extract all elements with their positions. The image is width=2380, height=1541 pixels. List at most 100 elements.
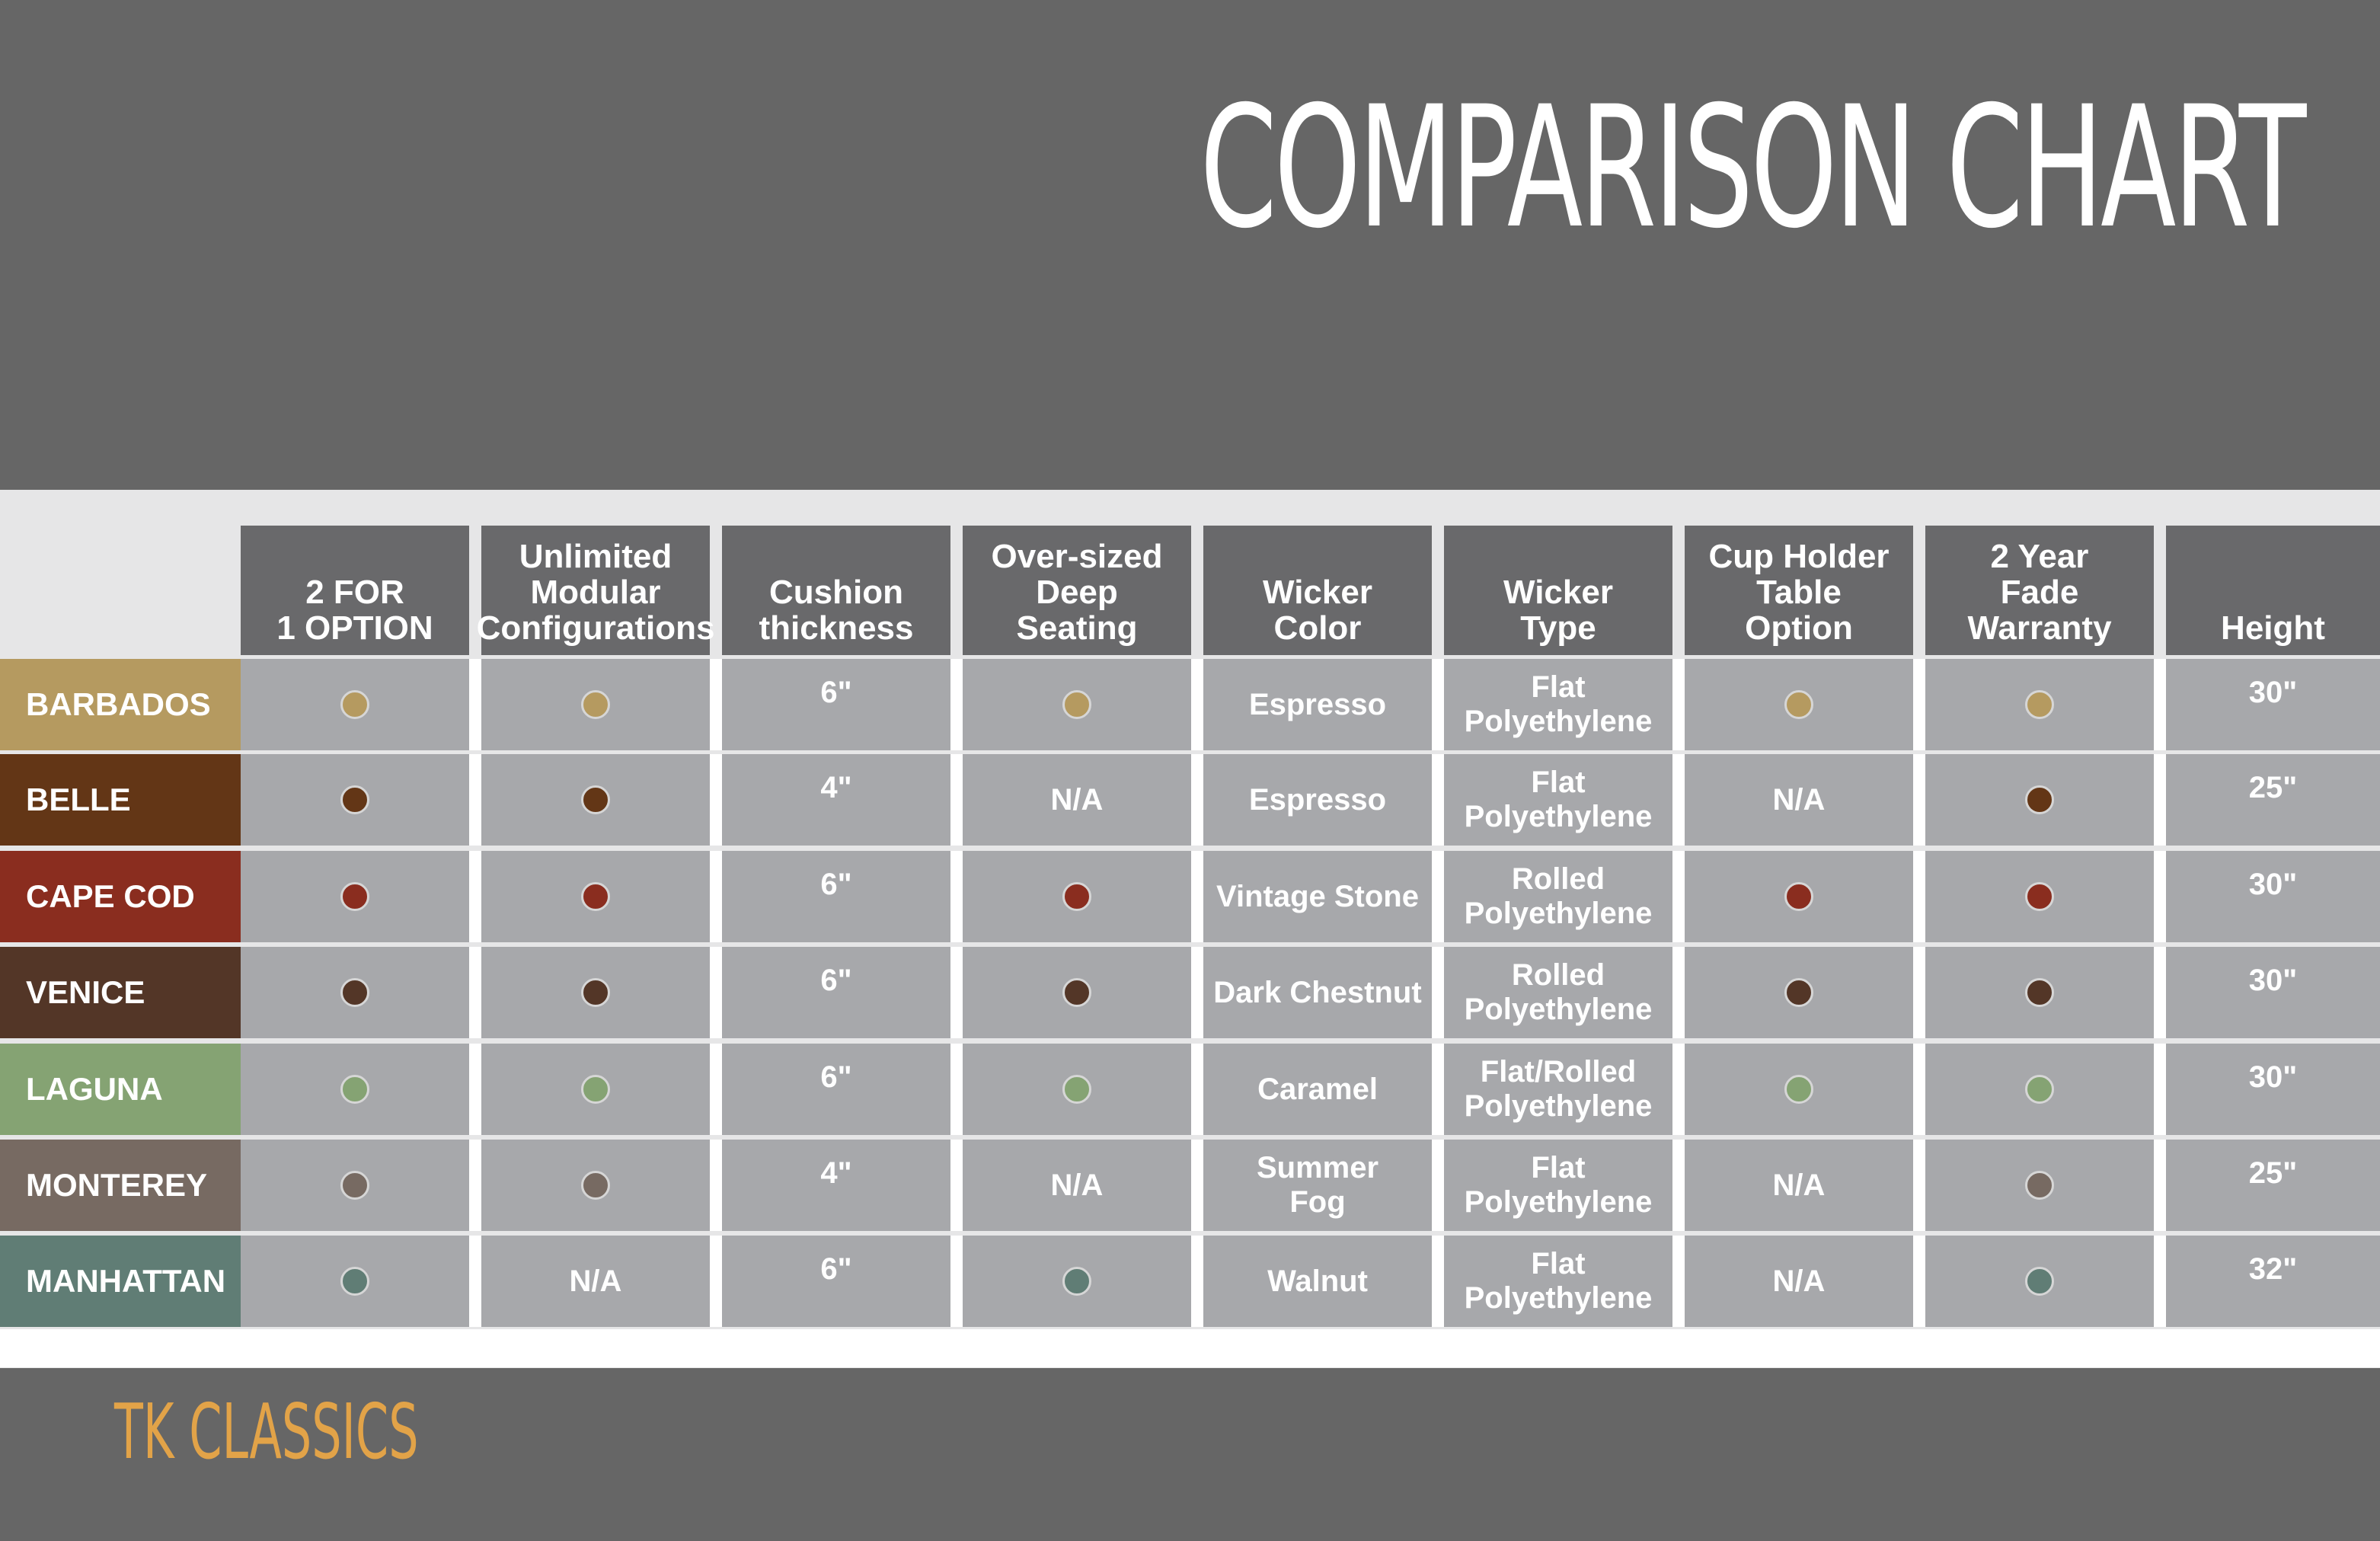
table-cell	[241, 1236, 469, 1327]
table-cell: N/A	[1685, 754, 1913, 846]
feature-included-dot	[1062, 978, 1091, 1007]
feature-included-dot	[581, 978, 610, 1007]
table-cell	[481, 754, 710, 846]
feature-included-dot	[2025, 690, 2054, 719]
table-cell: 30"	[2166, 659, 2380, 750]
table-cell: 6"	[722, 1044, 950, 1135]
feature-included-dot	[1784, 978, 1813, 1007]
column-header: Cup Holder Table Option	[1685, 526, 1913, 655]
table-cell	[963, 659, 1191, 750]
table-cell	[1925, 947, 2154, 1038]
table-cell	[481, 659, 710, 750]
column-header: Over-sized Deep Seating	[963, 526, 1191, 655]
feature-included-dot	[581, 1075, 610, 1104]
row-label: LAGUNA	[0, 1044, 255, 1135]
table-cell: 30"	[2166, 947, 2380, 1038]
row-label: CAPE COD	[0, 851, 255, 942]
column-header: 2 FOR 1 OPTION	[241, 526, 469, 655]
table-cell: Vintage Stone	[1203, 851, 1432, 942]
table-bottom-strip	[0, 1329, 2380, 1367]
table-cell: Espresso	[1203, 659, 1432, 750]
table-cell: Flat Polyethylene	[1444, 754, 1672, 846]
feature-included-dot	[581, 882, 610, 911]
table-cell	[241, 947, 469, 1038]
table-cell: 4"	[722, 754, 950, 846]
table-cell: Flat/Rolled Polyethylene	[1444, 1044, 1672, 1135]
row-label: BARBADOS	[0, 659, 255, 750]
table-cell	[963, 1044, 1191, 1135]
table-cell: 25"	[2166, 754, 2380, 846]
table-cell	[241, 1044, 469, 1135]
table-cell	[1925, 754, 2154, 846]
row-label: MONTEREY	[0, 1140, 255, 1231]
table-cell	[241, 851, 469, 942]
table-cell	[1925, 659, 2154, 750]
table-cell: Rolled Polyethylene	[1444, 947, 1672, 1038]
table-cell	[963, 1236, 1191, 1327]
table-cell: Flat Polyethylene	[1444, 1140, 1672, 1231]
feature-included-dot	[2025, 1267, 2054, 1296]
table-cell	[1925, 1236, 2154, 1327]
feature-included-dot	[2025, 785, 2054, 814]
row-label: VENICE	[0, 947, 255, 1038]
feature-included-dot	[581, 1171, 610, 1200]
feature-included-dot	[1062, 690, 1091, 719]
table-cell: 30"	[2166, 1044, 2380, 1135]
feature-included-dot	[340, 1171, 369, 1200]
table-cell	[481, 947, 710, 1038]
feature-included-dot	[340, 785, 369, 814]
feature-included-dot	[2025, 882, 2054, 911]
column-header: Wicker Color	[1203, 526, 1432, 655]
feature-included-dot	[340, 978, 369, 1007]
table-cell	[481, 1044, 710, 1135]
table-cell: 4"	[722, 1140, 950, 1231]
table-cell	[241, 659, 469, 750]
row-label: BELLE	[0, 754, 255, 846]
table-cell: 25"	[2166, 1140, 2380, 1231]
table-cell	[1925, 1044, 2154, 1135]
table-cell	[963, 947, 1191, 1038]
table-cell: 6"	[722, 851, 950, 942]
table-cell	[241, 754, 469, 846]
table-cell	[1685, 947, 1913, 1038]
feature-included-dot	[340, 882, 369, 911]
feature-included-dot	[1062, 1267, 1091, 1296]
feature-included-dot	[1062, 1075, 1091, 1104]
table-cell	[1925, 1140, 2154, 1231]
feature-included-dot	[581, 785, 610, 814]
feature-included-dot	[2025, 1171, 2054, 1200]
brand-logo-text: TK CLASSICS	[114, 1387, 419, 1476]
table-cell: Flat Polyethylene	[1444, 1236, 1672, 1327]
table-cell: N/A	[963, 754, 1191, 846]
feature-included-dot	[2025, 978, 2054, 1007]
table-cell	[481, 1140, 710, 1231]
row-label: MANHATTAN	[0, 1236, 255, 1327]
table-cell	[1685, 659, 1913, 750]
table-cell: Summer Fog	[1203, 1140, 1432, 1231]
table-cell: 32"	[2166, 1236, 2380, 1327]
table-cell: 6"	[722, 947, 950, 1038]
table-cell: N/A	[1685, 1236, 1913, 1327]
feature-included-dot	[340, 1267, 369, 1296]
table-cell	[963, 851, 1191, 942]
column-header: Cushion thickness	[722, 526, 950, 655]
table-cell: Caramel	[1203, 1044, 1432, 1135]
chart-title: COMPARISON CHART	[1200, 70, 2307, 265]
table-cell: Flat Polyethylene	[1444, 659, 1672, 750]
feature-included-dot	[340, 690, 369, 719]
column-header: Unlimited Modular Configurations	[477, 526, 714, 655]
table-cell: N/A	[1685, 1140, 1913, 1231]
feature-included-dot	[581, 690, 610, 719]
table-cell: N/A	[963, 1140, 1191, 1231]
column-header: Height	[2166, 526, 2380, 655]
table-cell	[1925, 851, 2154, 942]
column-header: Wicker Type	[1444, 526, 1672, 655]
feature-included-dot	[340, 1075, 369, 1104]
table-cell: N/A	[481, 1236, 710, 1327]
table-cell	[241, 1140, 469, 1231]
table-cell: Dark Chestnut	[1203, 947, 1432, 1038]
table-cell: 6"	[722, 1236, 950, 1327]
table-cell: Espresso	[1203, 754, 1432, 846]
table-cell	[1685, 851, 1913, 942]
column-header: 2 Year Fade Warranty	[1925, 526, 2154, 655]
